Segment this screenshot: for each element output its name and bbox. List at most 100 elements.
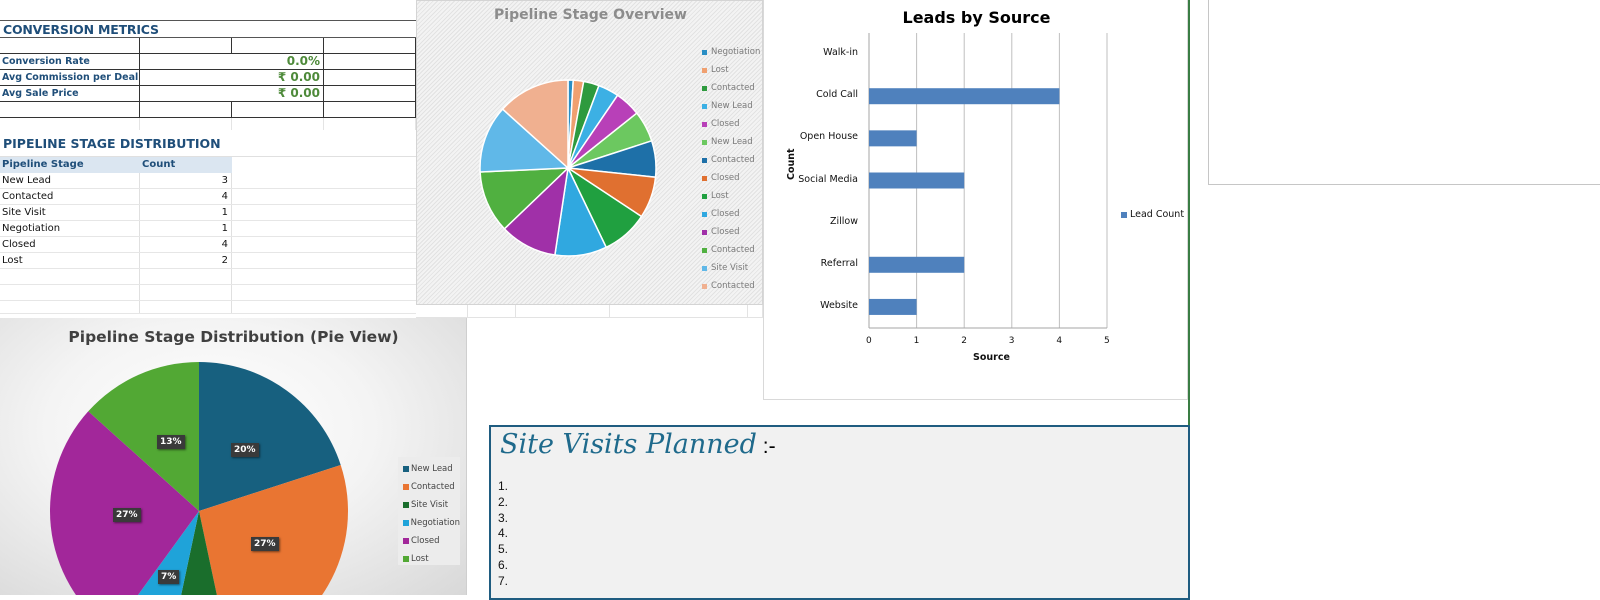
site-visits-planned-box[interactable]: Site Visits Planned :- 1. 2. 3. 4. 5. 6.… bbox=[489, 425, 1190, 600]
legend-swatch bbox=[403, 520, 409, 526]
pie-slice[interactable] bbox=[479, 108, 570, 173]
pipeline-pie-view-chart[interactable]: Pipeline Stage Distribution (Pie View) 2… bbox=[0, 318, 467, 595]
bar[interactable] bbox=[869, 88, 1060, 105]
leads-by-source-chart[interactable]: Leads by Source Walk-in Cold Call Open Hou… bbox=[763, 0, 1188, 400]
chart-title: Pipeline Stage Overview bbox=[494, 7, 687, 23]
table-row: Lost 2 bbox=[0, 253, 416, 269]
metric-label[interactable]: Avg Sale Price bbox=[0, 86, 140, 101]
metric-value[interactable]: ₹ 0.00 bbox=[140, 86, 324, 101]
legend-label: Closed bbox=[411, 536, 440, 546]
cell[interactable] bbox=[324, 38, 416, 53]
cell[interactable] bbox=[748, 305, 763, 318]
legend-item: Closed bbox=[702, 115, 760, 133]
cell[interactable] bbox=[516, 305, 610, 318]
column-header-count[interactable]: Count bbox=[140, 157, 232, 173]
metric-value[interactable]: 0.0% bbox=[140, 54, 324, 69]
count-cell[interactable]: 1 bbox=[140, 205, 232, 220]
cell[interactable] bbox=[0, 102, 140, 117]
cell[interactable] bbox=[0, 118, 140, 130]
cell[interactable] bbox=[0, 285, 140, 300]
cell[interactable] bbox=[324, 102, 416, 117]
bar[interactable] bbox=[869, 130, 917, 147]
cell[interactable] bbox=[140, 301, 232, 313]
legend-swatch bbox=[702, 211, 707, 217]
pie-slice[interactable] bbox=[199, 362, 341, 511]
sheet-grid-strip bbox=[416, 305, 763, 318]
conversion-metrics-table: CONVERSION METRICS Conversion Rate 0.0% … bbox=[0, 20, 416, 130]
cell[interactable] bbox=[324, 118, 416, 130]
pipeline-stage-overview-chart[interactable]: Pipeline Stage Overview Negotiation Lost… bbox=[416, 0, 763, 305]
legend-swatch bbox=[403, 502, 409, 508]
cell[interactable] bbox=[0, 301, 140, 313]
cell[interactable] bbox=[232, 102, 324, 117]
stage-cell[interactable]: Negotiation bbox=[0, 221, 140, 236]
list-item[interactable]: 3. bbox=[498, 510, 509, 525]
legend-label: New Lead bbox=[711, 101, 753, 111]
legend-item: Negotiation bbox=[702, 43, 760, 61]
cell[interactable] bbox=[140, 118, 232, 130]
count-cell[interactable]: 2 bbox=[140, 253, 232, 268]
legend-item: Contacted bbox=[702, 151, 760, 169]
cell[interactable] bbox=[232, 118, 324, 130]
cell[interactable] bbox=[324, 54, 416, 69]
list-item[interactable]: 4. bbox=[498, 526, 509, 541]
count-cell[interactable]: 4 bbox=[140, 237, 232, 252]
list-item[interactable]: 2. bbox=[498, 494, 509, 509]
count-cell[interactable]: 1 bbox=[140, 221, 232, 236]
legend-item: Closed bbox=[398, 532, 460, 550]
legend-swatch bbox=[702, 157, 707, 163]
cell[interactable] bbox=[468, 305, 516, 318]
legend-label: Site Visit bbox=[711, 263, 749, 273]
x-axis-title: Source bbox=[973, 352, 1010, 363]
cell[interactable] bbox=[140, 38, 232, 53]
pie-slice[interactable] bbox=[168, 511, 230, 595]
metric-label[interactable]: Avg Commission per Deal bbox=[2, 70, 140, 85]
legend-swatch bbox=[403, 466, 409, 472]
data-label-lost: 13% bbox=[157, 435, 185, 449]
cell[interactable] bbox=[232, 38, 324, 53]
list-item[interactable]: 7. bbox=[498, 573, 509, 588]
cell[interactable] bbox=[0, 38, 140, 53]
pie-slice[interactable] bbox=[88, 362, 199, 511]
cell[interactable] bbox=[140, 102, 232, 117]
bar[interactable] bbox=[869, 298, 917, 315]
column-header-stage[interactable]: Pipeline Stage bbox=[0, 157, 140, 173]
table-row-empty bbox=[0, 301, 416, 314]
cell[interactable] bbox=[610, 305, 748, 318]
metric-value[interactable]: ₹ 0.00 bbox=[140, 70, 324, 85]
bar[interactable] bbox=[869, 256, 965, 273]
legend-label: Lost bbox=[411, 554, 429, 564]
count-cell[interactable]: 4 bbox=[140, 189, 232, 204]
bar[interactable] bbox=[869, 172, 965, 189]
empty-chart-area[interactable] bbox=[1208, 0, 1600, 185]
cell[interactable] bbox=[140, 269, 232, 284]
stage-cell[interactable]: New Lead bbox=[0, 173, 140, 188]
pie-slice[interactable] bbox=[501, 79, 569, 170]
list-item[interactable]: 6. bbox=[498, 557, 509, 572]
count-cell[interactable]: 3 bbox=[140, 173, 232, 188]
faint-grid-row bbox=[0, 118, 416, 130]
cell[interactable] bbox=[324, 70, 416, 85]
pie-slice[interactable] bbox=[111, 511, 199, 595]
legend-item: Contacted bbox=[702, 241, 760, 259]
stage-cell[interactable]: Site Visit bbox=[0, 205, 140, 220]
legend-label: Contacted bbox=[711, 155, 755, 165]
cell[interactable] bbox=[140, 285, 232, 300]
data-label-negotiation: 7% bbox=[158, 570, 180, 584]
stage-cell[interactable]: Lost bbox=[0, 253, 140, 268]
cell[interactable] bbox=[0, 269, 140, 284]
y-axis-title: Count bbox=[786, 148, 797, 180]
legend-swatch bbox=[702, 49, 707, 55]
pie-slice[interactable] bbox=[199, 464, 348, 595]
pie-slice[interactable] bbox=[50, 411, 199, 595]
stage-cell[interactable]: Contacted bbox=[0, 189, 140, 204]
legend-swatch bbox=[702, 85, 707, 91]
stage-cell[interactable]: Closed bbox=[0, 237, 140, 252]
cell[interactable] bbox=[324, 86, 416, 101]
metric-label[interactable]: Conversion Rate bbox=[0, 54, 140, 69]
list-item[interactable]: 1. bbox=[498, 479, 509, 493]
list-item[interactable]: 5. bbox=[498, 542, 509, 557]
cell[interactable] bbox=[416, 305, 468, 318]
pie-slice[interactable] bbox=[479, 167, 570, 230]
site-visits-title: Site Visits Planned :- bbox=[500, 429, 776, 460]
